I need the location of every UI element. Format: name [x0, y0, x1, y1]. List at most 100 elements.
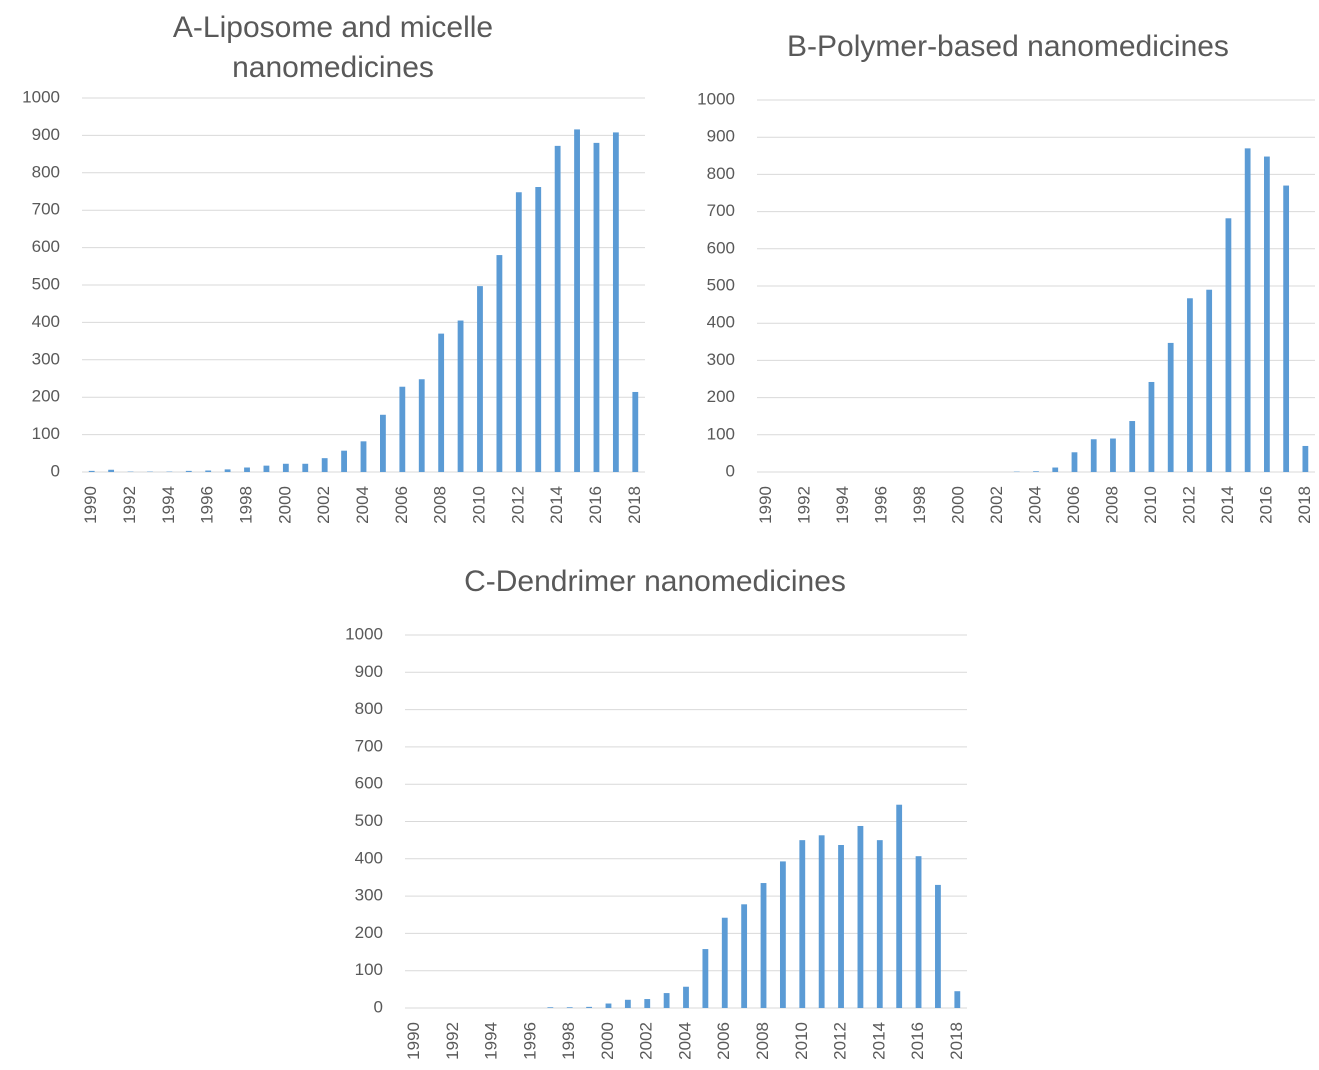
x-tick-label: 2016	[1256, 486, 1275, 524]
bar	[341, 450, 347, 472]
x-tick-label: 2002	[314, 486, 333, 524]
bar	[1225, 218, 1232, 472]
y-tick-label: 0	[51, 461, 60, 480]
y-tick-label: 200	[32, 387, 60, 406]
bar	[477, 286, 483, 472]
x-tick-label: 2008	[753, 1022, 772, 1060]
x-tick-label: 2002	[637, 1022, 656, 1060]
bar	[185, 470, 192, 472]
y-tick-label: 600	[707, 238, 735, 257]
y-tick-label: 1000	[22, 87, 60, 106]
bar	[360, 441, 367, 472]
bar	[547, 1007, 554, 1008]
bar	[1187, 298, 1193, 472]
bar	[88, 470, 95, 472]
x-tick-label: 1996	[520, 1022, 539, 1060]
x-tick-label: 2016	[586, 486, 605, 524]
bar	[644, 999, 651, 1008]
y-tick-label: 900	[32, 125, 60, 144]
bar	[535, 187, 542, 472]
y-tick-label: 800	[707, 164, 735, 183]
bar	[380, 414, 386, 472]
bar	[224, 469, 231, 472]
bar	[876, 840, 883, 1008]
x-tick-label: 1998	[559, 1022, 578, 1060]
x-tick-label: 1990	[404, 1022, 423, 1060]
bar	[1264, 156, 1270, 472]
y-tick-label: 400	[707, 313, 735, 332]
bar	[399, 386, 406, 472]
x-tick-label: 2012	[508, 486, 527, 524]
x-tick-label: 2014	[1218, 486, 1237, 524]
bar	[935, 884, 941, 1008]
y-tick-label: 0	[726, 461, 735, 480]
bar	[1033, 471, 1039, 472]
bar	[1206, 289, 1213, 472]
y-tick-label: 500	[32, 274, 60, 293]
bar	[1302, 445, 1309, 472]
bar	[263, 465, 270, 472]
x-tick-label: 1996	[872, 486, 891, 524]
bar	[1283, 185, 1290, 472]
y-tick-label: 200	[707, 387, 735, 406]
bar	[438, 333, 445, 472]
bar	[1167, 342, 1174, 472]
y-tick-label: 1000	[697, 89, 735, 108]
x-tick-label: 1994	[482, 1022, 501, 1060]
y-tick-label: 300	[355, 886, 383, 905]
chart-title: B-Polymer-based nanomedicines	[787, 30, 1229, 63]
bar	[605, 1003, 612, 1008]
bar	[593, 142, 600, 472]
x-tick-label: 2018	[1295, 486, 1314, 524]
x-tick-label: 2010	[1141, 486, 1160, 524]
bar	[702, 949, 709, 1008]
bar	[663, 993, 670, 1008]
y-tick-label: 400	[32, 312, 60, 331]
x-tick-label: 2010	[469, 486, 488, 524]
bar	[205, 470, 212, 472]
x-tick-label: 2008	[1102, 486, 1121, 524]
bar	[760, 883, 767, 1008]
y-tick-label: 800	[355, 699, 383, 718]
x-tick-label: 2014	[547, 486, 566, 524]
bar	[282, 463, 289, 472]
bar	[632, 391, 639, 472]
bar	[779, 861, 786, 1008]
x-tick-label: 1998	[237, 486, 256, 524]
bar	[244, 467, 250, 472]
x-tick-label: 2000	[949, 486, 968, 524]
x-tick-label: 2018	[947, 1022, 966, 1060]
x-tick-label: 2000	[598, 1022, 617, 1060]
bar	[857, 825, 864, 1008]
bar	[1110, 438, 1116, 472]
x-tick-label: 1992	[795, 486, 814, 524]
x-tick-label: 2018	[625, 486, 644, 524]
bar	[799, 840, 806, 1008]
bar	[1129, 421, 1136, 472]
bar	[1071, 452, 1078, 472]
bar	[321, 458, 328, 472]
y-tick-label: 1000	[345, 624, 383, 643]
y-tick-label: 100	[355, 960, 383, 979]
x-tick-label: 2012	[1179, 486, 1198, 524]
x-tick-label: 1992	[120, 486, 139, 524]
x-tick-label: 2004	[1025, 486, 1044, 524]
bar	[1052, 467, 1059, 472]
x-tick-label: 1998	[910, 486, 929, 524]
x-tick-label: 2008	[431, 486, 450, 524]
bar	[554, 145, 561, 472]
y-tick-label: 500	[355, 811, 383, 830]
y-tick-label: 900	[355, 662, 383, 681]
bar	[896, 804, 903, 1008]
x-tick-label: 1996	[198, 486, 217, 524]
bar	[586, 1006, 593, 1008]
y-tick-label: 700	[707, 201, 735, 220]
bar	[457, 320, 464, 472]
bar	[624, 999, 631, 1008]
bar	[1090, 439, 1097, 472]
x-tick-label: 2004	[353, 486, 372, 524]
bar	[108, 469, 115, 472]
bar	[741, 904, 748, 1008]
y-tick-label: 600	[32, 237, 60, 256]
